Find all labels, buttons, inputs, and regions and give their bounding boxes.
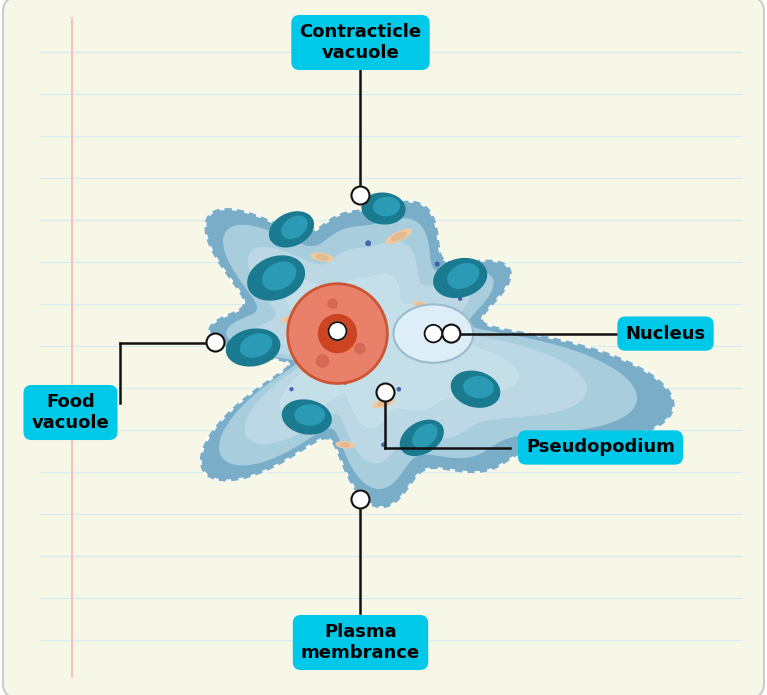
Ellipse shape: [286, 318, 297, 322]
Ellipse shape: [373, 399, 394, 407]
Circle shape: [318, 315, 357, 352]
Ellipse shape: [341, 443, 350, 447]
Ellipse shape: [386, 229, 412, 243]
Ellipse shape: [269, 212, 314, 247]
Polygon shape: [245, 243, 586, 463]
Ellipse shape: [417, 303, 426, 309]
Circle shape: [328, 300, 337, 308]
Ellipse shape: [248, 256, 304, 300]
Ellipse shape: [281, 316, 301, 323]
Ellipse shape: [413, 302, 430, 310]
Circle shape: [443, 325, 460, 343]
Circle shape: [290, 388, 293, 391]
Ellipse shape: [448, 263, 479, 288]
Ellipse shape: [226, 329, 280, 366]
Text: Pseudopodium: Pseudopodium: [526, 439, 675, 457]
Ellipse shape: [434, 259, 486, 297]
Ellipse shape: [413, 425, 437, 447]
Ellipse shape: [241, 334, 272, 357]
Text: Contracticle
vacuole: Contracticle vacuole: [299, 23, 422, 62]
Ellipse shape: [452, 371, 499, 407]
Circle shape: [206, 334, 225, 352]
Ellipse shape: [362, 193, 405, 224]
Circle shape: [344, 380, 347, 384]
Ellipse shape: [295, 405, 324, 425]
Circle shape: [397, 388, 400, 391]
Ellipse shape: [392, 232, 406, 240]
Ellipse shape: [282, 216, 307, 238]
Ellipse shape: [456, 331, 464, 336]
Text: Nucleus: Nucleus: [625, 325, 706, 343]
FancyBboxPatch shape: [3, 0, 764, 695]
Polygon shape: [281, 275, 517, 427]
Ellipse shape: [377, 400, 390, 406]
Circle shape: [321, 291, 324, 293]
Ellipse shape: [282, 400, 331, 434]
Circle shape: [351, 186, 370, 204]
Circle shape: [355, 343, 365, 354]
Polygon shape: [220, 219, 637, 489]
Circle shape: [366, 241, 370, 245]
Circle shape: [382, 443, 385, 446]
Circle shape: [377, 384, 394, 402]
Ellipse shape: [374, 197, 400, 215]
Ellipse shape: [311, 253, 333, 261]
Text: Plasma
membrance: Plasma membrance: [301, 623, 420, 662]
Text: Food
vacuole: Food vacuole: [31, 393, 110, 432]
Polygon shape: [201, 202, 674, 507]
Circle shape: [459, 297, 462, 300]
Ellipse shape: [453, 329, 467, 338]
Ellipse shape: [263, 262, 295, 290]
Ellipse shape: [464, 377, 493, 398]
Circle shape: [288, 284, 387, 384]
Circle shape: [328, 322, 347, 340]
Ellipse shape: [316, 254, 328, 260]
Circle shape: [351, 491, 370, 509]
Circle shape: [436, 262, 439, 266]
Circle shape: [425, 325, 442, 343]
Ellipse shape: [336, 441, 354, 448]
Ellipse shape: [393, 304, 473, 363]
Circle shape: [317, 355, 328, 367]
Ellipse shape: [400, 420, 443, 455]
